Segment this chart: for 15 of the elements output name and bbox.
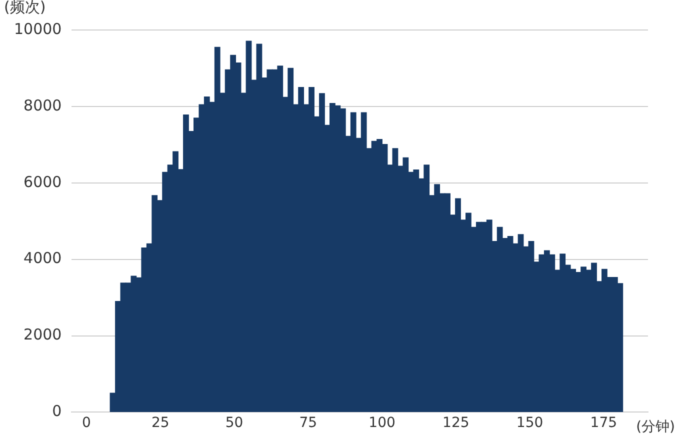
- x-tick-label: 0: [82, 415, 91, 432]
- y-tick-label: 2000: [24, 326, 62, 344]
- x-tick-label: 50: [225, 415, 244, 432]
- y-tick-label: 6000: [24, 172, 62, 191]
- y-tick-label: 10000: [14, 20, 62, 38]
- x-tick-label: 125: [442, 415, 470, 432]
- x-axis-title: (分钟): [636, 418, 675, 435]
- y-tick-label: 8000: [24, 96, 62, 114]
- y-tick-label: 4000: [24, 249, 62, 268]
- x-tick-label: 75: [299, 415, 318, 432]
- x-tick-label: 175: [590, 415, 618, 432]
- y-axis-title: (频次): [4, 0, 46, 16]
- x-tick-label: 100: [368, 415, 396, 432]
- x-tick-label: 25: [151, 415, 170, 432]
- x-tick-label: 150: [516, 415, 544, 432]
